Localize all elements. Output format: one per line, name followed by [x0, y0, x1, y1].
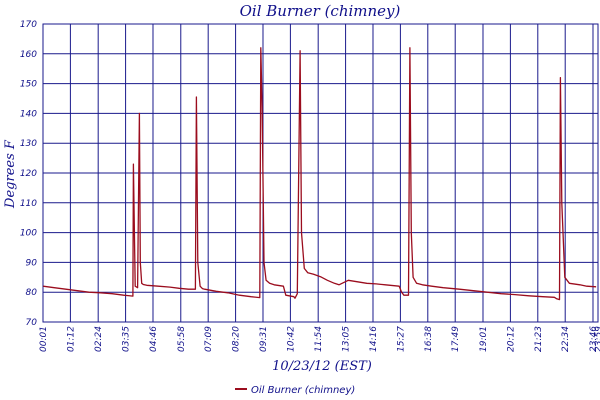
x-tick-label: 01:12	[66, 326, 76, 352]
x-tick-label: 03:35	[122, 326, 132, 352]
x-tick-label: 16:38	[424, 326, 434, 352]
legend-label: Oil Burner (chimney)	[251, 385, 355, 396]
x-tick-label: 07:09	[204, 326, 214, 352]
x-axis-ticks: 00:01 01:12 02:24 03:35 04:46 05:58 07:09 08:20…	[39, 326, 600, 352]
x-tick-label: 04:46	[149, 326, 159, 352]
y-tick-label: 130	[20, 139, 37, 149]
series-layer	[43, 47, 597, 301]
chart-title: Oil Burner (chimney)	[240, 2, 401, 20]
y-tick-label: 110	[20, 199, 37, 209]
series-line	[43, 47, 597, 301]
x-tick-label: 00:01	[39, 326, 49, 352]
y-axis-title: Degrees F	[3, 139, 18, 209]
x-tick-label: 02:24	[94, 326, 104, 352]
x-tick-label: 11:54	[314, 326, 324, 352]
x-tick-label: 23:46	[589, 326, 599, 352]
legend: Oil Burner (chimney)	[235, 385, 355, 396]
y-tick-label: 140	[20, 109, 37, 119]
y-tick-label: 120	[20, 169, 37, 179]
x-tick-label: 22:34	[561, 326, 571, 352]
x-tick-label: 19:01	[479, 326, 489, 352]
x-tick-label: 14:16	[369, 326, 379, 352]
x-tick-label: 21:23	[534, 326, 544, 352]
y-tick-label: 160	[20, 50, 37, 60]
x-axis-title: 10/23/12 (EST)	[272, 359, 372, 374]
x-tick-label: 13:05	[342, 326, 352, 352]
x-tick-label: 17:49	[451, 326, 461, 352]
x-tick-label: 20:12	[506, 326, 516, 352]
y-tick-label: 90	[26, 258, 38, 268]
plot-frame	[42, 23, 599, 323]
x-tick-label: 23:59	[594, 326, 600, 352]
y-tick-label: 80	[26, 288, 38, 298]
y-tick-label: 70	[26, 318, 38, 328]
y-tick-label: 170	[20, 20, 37, 30]
y-tick-label: 150	[20, 80, 37, 90]
x-tick-label: 08:20	[232, 326, 242, 352]
grid	[42, 23, 599, 323]
x-tick-label: 10:42	[286, 326, 296, 352]
x-tick-label: 15:27	[396, 326, 406, 352]
x-tick-label: 05:58	[177, 326, 187, 352]
x-tick-label: 09:31	[259, 326, 269, 352]
y-tick-label: 100	[20, 229, 37, 239]
y-axis-ticks: 70 80 90 100 110 120 130 140 150 160 170	[20, 20, 37, 328]
